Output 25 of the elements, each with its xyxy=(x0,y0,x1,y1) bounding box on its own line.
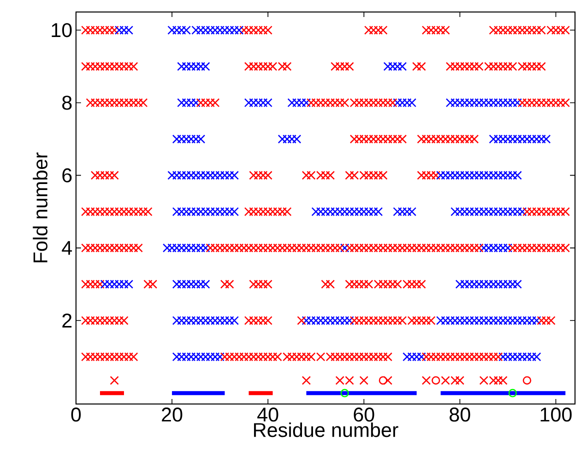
point xyxy=(522,376,532,385)
point xyxy=(302,376,311,385)
y-axis-title: Fold number xyxy=(32,152,48,262)
y-tick-label: 6 xyxy=(62,168,72,182)
point xyxy=(297,316,306,326)
x-tick-label: 20 xyxy=(162,408,182,422)
point xyxy=(378,376,388,385)
x-axis-title: Residue number xyxy=(254,422,398,438)
y-tick-label: 2 xyxy=(62,314,72,328)
point xyxy=(340,388,349,398)
x-tick-label: 100 xyxy=(540,408,572,422)
x-tick-label: 60 xyxy=(354,408,374,422)
point xyxy=(422,376,431,385)
point xyxy=(359,376,368,385)
x-tick-label: 80 xyxy=(450,408,470,422)
point xyxy=(383,376,392,385)
point xyxy=(432,376,440,385)
y-tick-label: 4 xyxy=(62,241,72,255)
x-tick-label: 0 xyxy=(71,408,81,422)
point xyxy=(110,376,119,385)
x-tick-label: 40 xyxy=(257,408,278,422)
point xyxy=(508,388,517,398)
y-tick-label: 10 xyxy=(52,23,72,38)
point xyxy=(340,243,350,252)
y-tick-label: 8 xyxy=(62,96,72,110)
